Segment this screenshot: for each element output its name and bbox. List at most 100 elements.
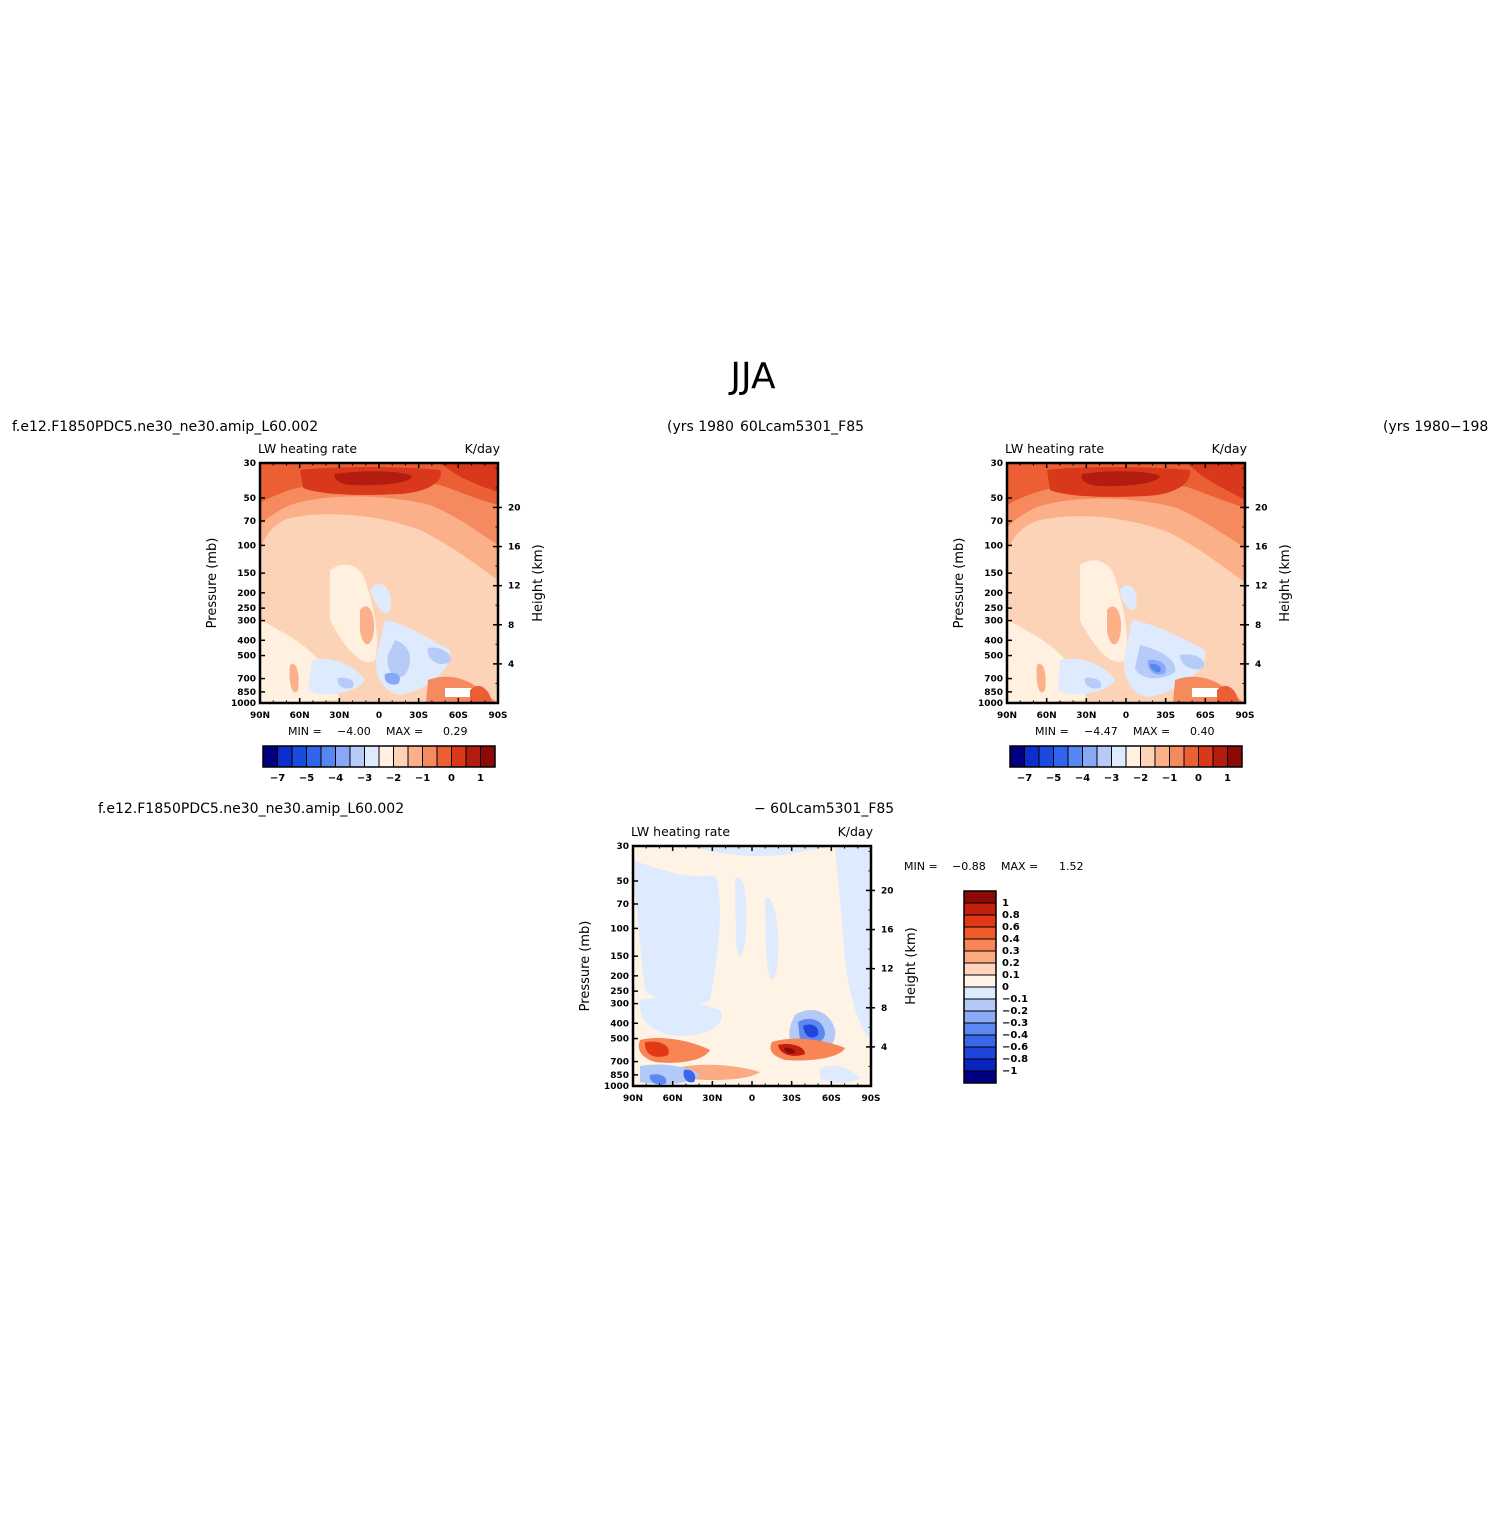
panel-b-ylabel: Pressure (mb) (952, 538, 967, 629)
panel-a-axes: 90N 60N 30N 0 30S 60S 90S 30 50 70 100 150 200 250 300… (231, 459, 521, 721)
colorbar-label: 1 (1224, 773, 1231, 784)
case-name-left: f.e12.F1850PDC5.ne30_ne30.amip_L60.002 (12, 419, 318, 435)
colorbar-label: −5 (299, 773, 314, 784)
y-tick-label: 70 (616, 900, 629, 910)
colorbar-box (393, 745, 409, 768)
panel-b-max-label: MAX = (1133, 725, 1170, 738)
colorbar-label: −1 (1002, 1066, 1017, 1077)
colorbar-box (1038, 745, 1054, 768)
y-tick-label: 100 (610, 924, 629, 934)
colorbar-box (349, 745, 365, 768)
colorbar-label: −0.2 (1002, 1006, 1028, 1017)
colorbar-box (1053, 745, 1069, 768)
diff-case-left: f.e12.F1850PDC5.ne30_ne30.amip_L60.002 (98, 801, 404, 817)
panel-b-axes: 90N 60N 30N 0 30S 60S 90S 30 50 70 100 150 200 250 300… (978, 459, 1268, 721)
case-name-right: 60Lcam5301_F85 (740, 419, 864, 435)
colorbar-box (1111, 745, 1127, 768)
panel-a-max-value: 0.29 (443, 725, 468, 738)
x-tick-label: 30S (1156, 711, 1175, 721)
y-tick-label: 500 (610, 1035, 629, 1045)
colorbar-box (1183, 745, 1199, 768)
colorbar-box (422, 745, 438, 768)
colorbar-box (963, 962, 997, 976)
colorbar-label: 0.8 (1002, 910, 1020, 921)
y-tick-label: 250 (610, 987, 629, 997)
colorbar-box (963, 1046, 997, 1060)
y-tick-label: 300 (984, 617, 1003, 627)
y-tick-label: 400 (237, 636, 256, 646)
y-right-tick-label: 16 (508, 543, 521, 553)
y-tick-label: 700 (984, 675, 1003, 685)
x-tick-label: 90N (997, 711, 1017, 721)
y-right-tick-label: 8 (1255, 621, 1261, 631)
colorbar-frame (262, 745, 496, 768)
x-tick-label: 90S (1235, 711, 1254, 721)
x-tick-label: 60S (449, 711, 468, 721)
y-tick-label: 250 (237, 604, 256, 614)
colorbar-box (480, 745, 496, 768)
colorbar-box (364, 745, 380, 768)
y-tick-label: 70 (990, 517, 1003, 527)
y-tick-label: 700 (237, 675, 256, 685)
y-right-tick-label: 12 (508, 582, 521, 592)
colorbar-box (1024, 745, 1040, 768)
colorbar-label: 0.3 (1002, 946, 1020, 957)
colorbar-box (963, 926, 997, 940)
colorbar-box (963, 950, 997, 964)
y-right-tick-label: 20 (1255, 503, 1268, 513)
y-tick-label: 1000 (978, 699, 1003, 709)
colorbar-label: −4 (328, 773, 343, 784)
colorbar-label: 0.2 (1002, 958, 1020, 969)
panel-c-min-label: MIN = (904, 860, 938, 873)
y-right-tick-label: 20 (881, 886, 894, 896)
diff-case-right: − 60Lcam5301_F85 (754, 801, 894, 817)
colorbar-label: 0 (1002, 982, 1009, 993)
colorbar-box (320, 745, 336, 768)
y-tick-label: 300 (237, 617, 256, 627)
colorbar-frame (1009, 745, 1243, 768)
colorbar-box (306, 745, 322, 768)
colorbar-label: −0.3 (1002, 1018, 1028, 1029)
x-tick-label: 30S (409, 711, 428, 721)
panel-c-subtitle-right: K/day (838, 824, 874, 839)
case-years-right: (yrs 1980−198 (1383, 419, 1488, 435)
colorbar-box (1227, 745, 1243, 768)
panel-top-left: LW heating rate K/day 90N 60N 3 (205, 441, 546, 784)
y-tick-label: 30 (990, 459, 1003, 469)
x-tick-label: 0 (749, 1094, 755, 1104)
colorbar-label: −1 (1162, 773, 1177, 784)
panel-b-min-label: MIN = (1035, 725, 1069, 738)
panel-top-right: LW heating rate K/day (952, 441, 1293, 784)
panel-a-subtitle-right: K/day (465, 441, 501, 456)
colorbar-box (436, 745, 452, 768)
y-tick-label: 250 (984, 604, 1003, 614)
panel-a-min-value: −4.00 (337, 725, 371, 738)
y-right-tick-label: 8 (881, 1004, 887, 1014)
y-right-tick-label: 16 (881, 926, 894, 936)
colorbar-box (963, 914, 997, 928)
colorbar-label: −0.8 (1002, 1054, 1028, 1065)
y-tick-label: 30 (243, 459, 256, 469)
colorbar-box (1154, 745, 1170, 768)
y-tick-label: 50 (243, 494, 256, 504)
figure-title: JJA (728, 356, 776, 397)
y-tick-label: 50 (990, 494, 1003, 504)
colorbar-box (465, 745, 481, 768)
panel-a-colorbar: −7 −5 −4 −3 −2 −1 0 1 (262, 745, 496, 784)
x-tick-label: 60N (663, 1094, 683, 1104)
y-tick-label: 500 (984, 652, 1003, 662)
y-tick-label: 300 (610, 1000, 629, 1010)
colorbar-box (291, 745, 307, 768)
colorbar-label: −4 (1075, 773, 1090, 784)
y-tick-label: 200 (610, 972, 629, 982)
x-tick-label: 30N (329, 711, 349, 721)
colorbar-label: −0.4 (1002, 1030, 1028, 1041)
colorbar-box (1140, 745, 1156, 768)
colorbar-label: −3 (1104, 773, 1119, 784)
y-tick-label: 150 (237, 569, 256, 579)
colorbar-label: 0 (1195, 773, 1202, 784)
y-right-tick-label: 4 (508, 660, 514, 670)
y-tick-label: 850 (237, 688, 256, 698)
x-tick-label: 60N (1037, 711, 1057, 721)
colorbar-frame (963, 890, 997, 1084)
